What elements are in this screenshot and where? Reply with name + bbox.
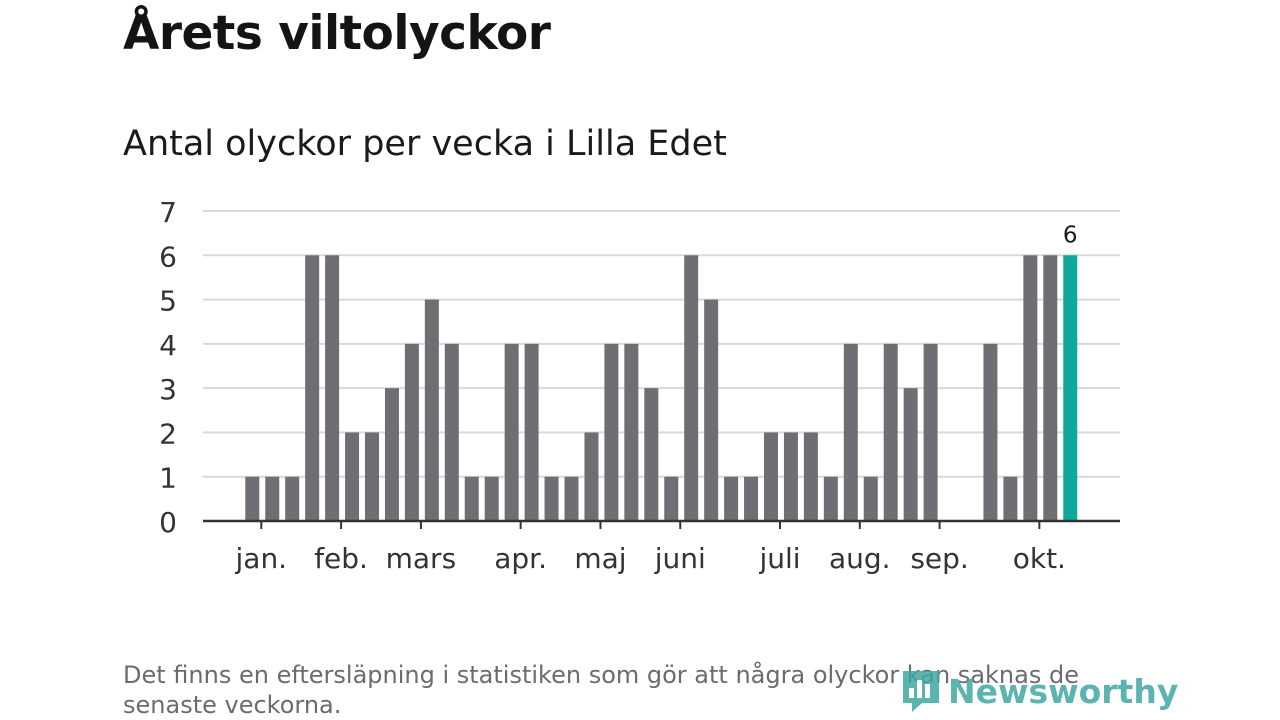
chart-title: Årets viltolyckor: [123, 6, 551, 61]
bar: [504, 343, 519, 521]
y-tick-label: 7: [159, 196, 177, 229]
bar: [1003, 476, 1018, 521]
bar: [724, 476, 739, 521]
bar: [604, 343, 619, 521]
data-label: 6: [1063, 222, 1078, 248]
y-tick-label: 1: [159, 462, 177, 495]
bar: [624, 343, 639, 521]
bar: [584, 432, 599, 521]
newsworthy-logo: Newsworthy: [900, 668, 1178, 714]
bar: [664, 476, 679, 521]
x-tick-label: feb.: [314, 542, 368, 575]
bar: [345, 432, 360, 521]
bar: [843, 343, 858, 521]
bar: [325, 255, 340, 522]
bar: [524, 343, 539, 521]
bar: [1043, 255, 1058, 522]
bar: [744, 476, 759, 521]
bar: [684, 255, 699, 522]
bar: [404, 343, 419, 521]
y-tick-label: 2: [159, 417, 177, 450]
bar-chart: 0 1 2 3 4 5 6 7 6 jan. feb. mars apr. maj juni juli au…: [159, 196, 1120, 575]
bar-latest-week: [1063, 255, 1078, 522]
newsworthy-logo-icon: [903, 671, 939, 712]
bar: [544, 476, 559, 521]
bar: [384, 388, 399, 521]
bar: [245, 476, 260, 521]
x-tick-label: aug.: [829, 542, 891, 575]
y-tick-label: 6: [159, 240, 177, 273]
grid-lines: [203, 210, 1120, 478]
bar: [704, 299, 719, 521]
y-axis-ticks: 0 1 2 3 4 5 6 7: [159, 196, 177, 539]
bar: [1023, 255, 1038, 522]
x-tick-label: okt.: [1013, 542, 1066, 575]
bar: [823, 476, 838, 521]
bar: [464, 476, 479, 521]
bar: [305, 255, 320, 522]
bar: [444, 343, 459, 521]
bar: [903, 388, 918, 521]
bar: [365, 432, 379, 521]
y-tick-label: 4: [159, 329, 177, 362]
bar: [644, 388, 659, 521]
y-tick-label: 3: [159, 373, 177, 406]
bar: [764, 432, 778, 521]
y-tick-label: 0: [159, 506, 177, 539]
logo-text: Newsworthy: [948, 671, 1179, 711]
x-tick-label: mars: [386, 542, 457, 575]
bar: [863, 476, 878, 521]
bar: [265, 476, 280, 521]
bar: [424, 299, 439, 521]
x-tick-label: juli: [758, 542, 800, 575]
bar: [983, 343, 998, 521]
y-tick-label: 5: [159, 285, 177, 318]
bar: [285, 476, 300, 521]
bar: [564, 476, 579, 521]
x-tick-label: jan.: [235, 542, 288, 575]
x-tick-label: maj: [574, 542, 626, 575]
chart-subtitle: Antal olyckor per vecka i Lilla Edet: [123, 124, 727, 164]
bars: 6: [245, 222, 1078, 522]
x-tick-label: sep.: [910, 542, 969, 575]
bar: [803, 432, 818, 521]
x-tick-label: juni: [654, 542, 706, 575]
bar: [783, 432, 798, 521]
bar: [923, 343, 938, 521]
bar: [484, 476, 499, 521]
x-axis-ticks: jan. feb. mars apr. maj juni juli aug. sep. okt.: [235, 521, 1066, 575]
x-tick-label: apr.: [494, 542, 547, 575]
bar: [883, 343, 898, 521]
